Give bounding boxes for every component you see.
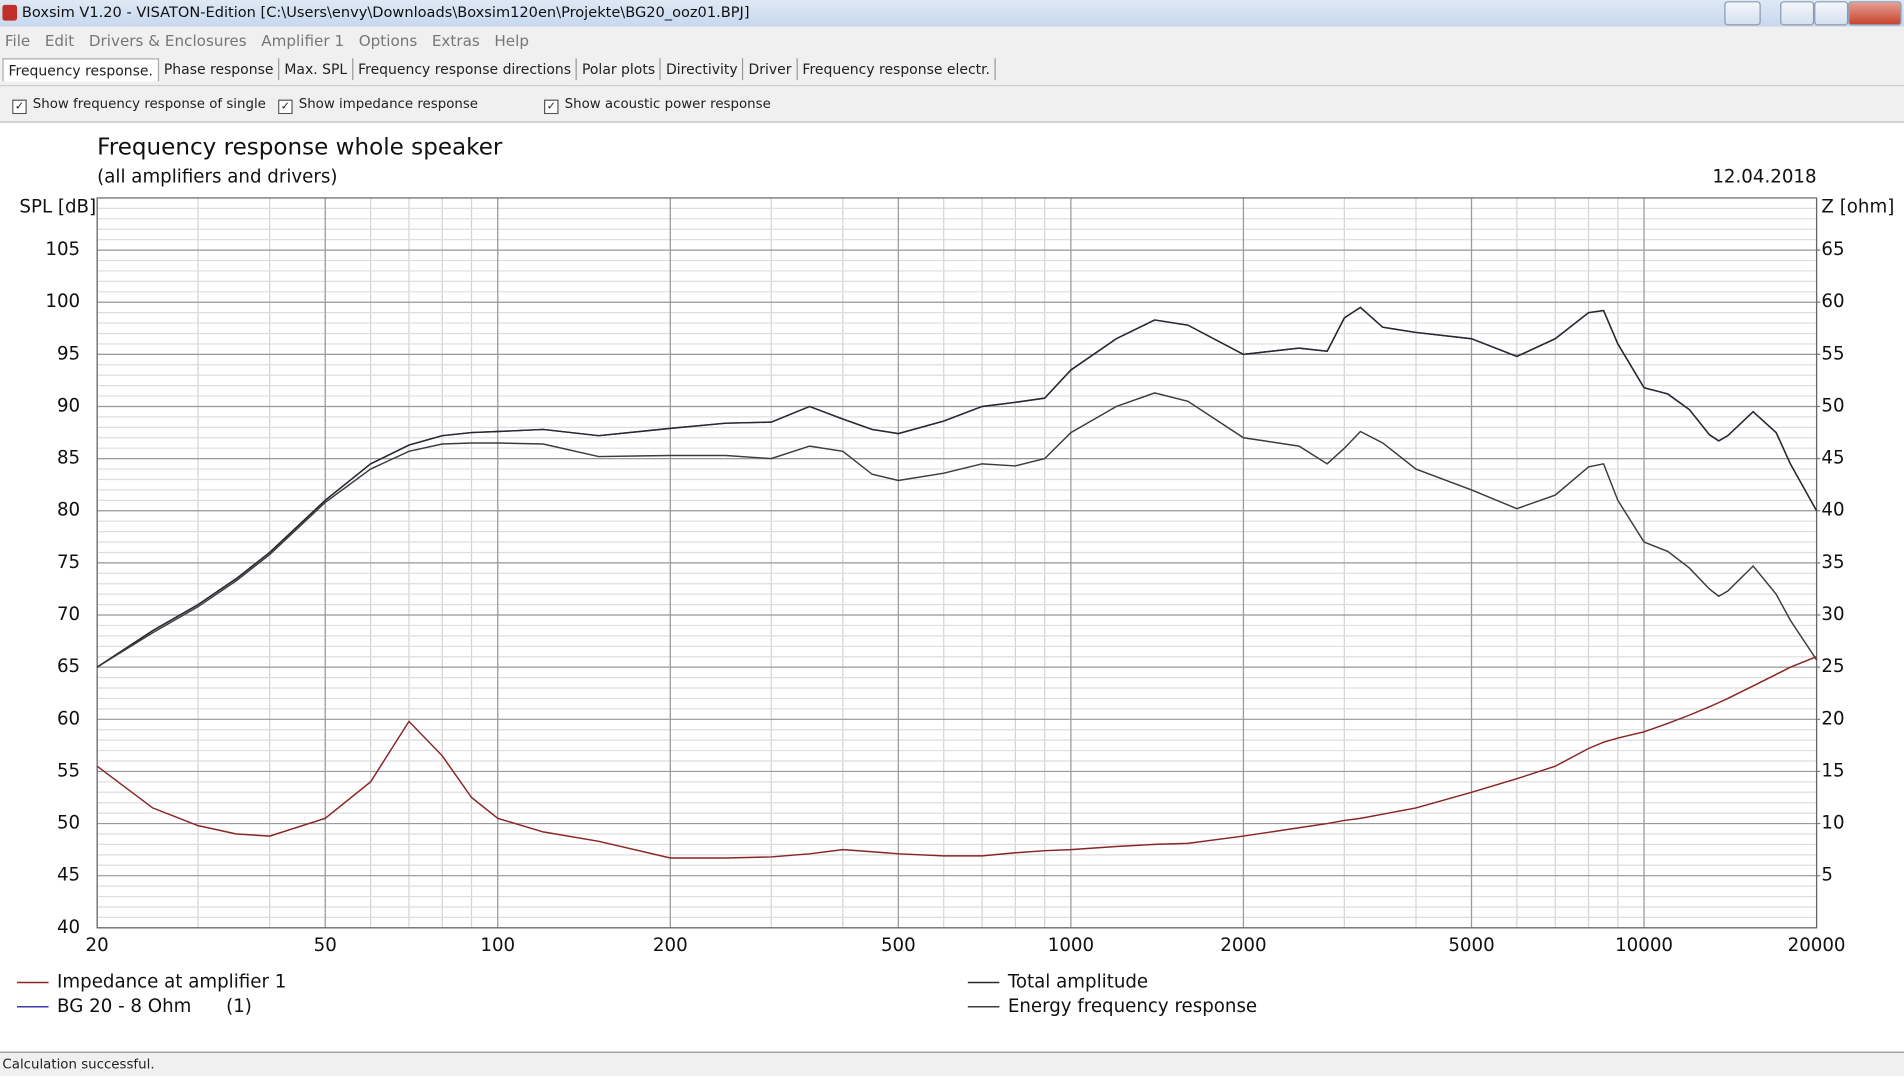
x-tick-label: 100 xyxy=(480,935,515,956)
y-tick-label: 85 xyxy=(57,448,80,469)
window-title: Boxsim V1.20 - VISATON-Edition [C:\Users… xyxy=(21,3,750,21)
y-tick-label: 80 xyxy=(57,500,80,521)
y-tick-label: 50 xyxy=(57,813,80,834)
legend-label: BG 20 - 8 Ohm (1) xyxy=(57,996,252,1017)
x-tick-label: 50 xyxy=(314,935,337,956)
menu-item[interactable]: Edit xyxy=(44,31,75,50)
tab[interactable]: Frequency response electr. xyxy=(798,58,997,81)
y-tick-label: 95 xyxy=(57,343,80,364)
checkbox-box[interactable]: ✓ xyxy=(12,99,27,115)
menu-item[interactable]: Amplifier 1 xyxy=(261,31,345,50)
y2-tick-label: 55 xyxy=(1821,343,1844,364)
app-icon xyxy=(2,4,18,21)
y-tick-label: 90 xyxy=(57,395,80,416)
legend-label: Energy frequency response xyxy=(1008,996,1257,1017)
chart-panel: Frequency response whole speaker (all amp… xyxy=(0,121,1904,1051)
y-tick-label: 60 xyxy=(57,708,80,729)
chart: Frequency response whole speaker (all amp… xyxy=(17,135,1894,1017)
legend-label: Total amplitude xyxy=(1007,971,1148,992)
y2-tick-label: 65 xyxy=(1821,239,1844,260)
y2-tick-label: 60 xyxy=(1821,291,1844,312)
series-line xyxy=(96,306,1818,668)
title-bar: Boxsim V1.20 - VISATON-Edition [C:\Users… xyxy=(0,0,1904,27)
menu-item[interactable]: Help xyxy=(494,31,529,50)
checkbox-label: Show acoustic power response xyxy=(564,95,771,112)
y-tick-label: 75 xyxy=(57,552,80,573)
y2-tick-label: 10 xyxy=(1821,813,1844,834)
checkbox-box[interactable]: ✓ xyxy=(544,99,559,115)
y2-tick-label: 50 xyxy=(1821,395,1844,416)
x-tick-label: 1000 xyxy=(1048,935,1094,956)
chart-subtitle: (all amplifiers and drivers) xyxy=(97,166,337,187)
menu-item[interactable]: Drivers & Enclosures xyxy=(88,31,247,50)
x-tick-label: 10000 xyxy=(1615,935,1673,956)
y-tick-label: 40 xyxy=(57,917,80,938)
tab[interactable]: Max. SPL xyxy=(280,58,354,81)
chart-title: Frequency response whole speaker xyxy=(97,135,503,161)
y2-tick-label: 5 xyxy=(1821,865,1833,886)
status-bar: Calculation successful. xyxy=(0,1051,1904,1076)
maximize-button[interactable] xyxy=(1814,1,1849,26)
options-bar: ✓ Show frequency response of single drive… xyxy=(0,85,1904,123)
series-line xyxy=(96,306,1818,668)
menu-item[interactable]: Options xyxy=(358,31,418,50)
y2-tick-label: 30 xyxy=(1821,604,1844,625)
y-tick-label: 65 xyxy=(57,656,80,677)
menu-bar: File Edit Drivers & Enclosures Amplifier 1 O… xyxy=(0,26,1904,55)
checkbox[interactable]: ✓ Show acoustic power response xyxy=(544,95,771,115)
plot-frame xyxy=(96,197,1818,929)
menu-item[interactable]: Extras xyxy=(431,31,480,50)
tab[interactable]: Frequency response directions xyxy=(353,58,578,81)
x-tick-label: 5000 xyxy=(1448,935,1494,956)
x-tick-label: 200 xyxy=(653,935,688,956)
y-tick-label: 70 xyxy=(57,604,80,625)
y2-axis-label: Z [ohm] xyxy=(1821,197,1894,218)
y-tick-label: 55 xyxy=(57,760,80,781)
x-tick-label: 20000 xyxy=(1788,935,1846,956)
series-line xyxy=(96,392,1818,668)
menu-item[interactable]: File xyxy=(4,31,31,50)
y-tick-label: 105 xyxy=(45,239,80,260)
tab[interactable]: Phase response xyxy=(159,58,280,81)
x-tick-label: 2000 xyxy=(1220,935,1266,956)
minimize-button[interactable] xyxy=(1780,1,1815,26)
tab[interactable]: Directivity xyxy=(661,58,744,81)
checkbox[interactable]: ✓ Show impedance response xyxy=(278,95,479,115)
back-button[interactable] xyxy=(1724,1,1761,26)
checkbox-label: Show impedance response xyxy=(298,95,479,112)
y2-tick-label: 15 xyxy=(1821,760,1844,781)
series-line xyxy=(96,656,1817,859)
checkbox-label: Show frequency response of single drive xyxy=(32,95,270,112)
legend-label: Impedance at amplifier 1 xyxy=(57,971,286,992)
tab[interactable]: Driver xyxy=(744,58,798,81)
chart-date: 12.04.2018 xyxy=(1712,166,1816,187)
y-axis-label: SPL [dB] xyxy=(19,197,96,218)
x-tick-label: 500 xyxy=(881,935,916,956)
y2-tick-label: 45 xyxy=(1821,448,1844,469)
y-tick-label: 45 xyxy=(57,865,80,886)
y-tick-label: 100 xyxy=(45,291,80,312)
tab[interactable]: Polar plots xyxy=(577,58,662,81)
tab[interactable]: Frequency response. xyxy=(2,57,160,81)
checkbox-box[interactable]: ✓ xyxy=(278,99,293,115)
y2-tick-label: 40 xyxy=(1821,500,1844,521)
tab-bar: Frequency response. Phase response Max. SP… xyxy=(0,55,1904,84)
checkbox[interactable]: ✓ Show frequency response of single drive xyxy=(12,95,270,115)
y2-tick-label: 25 xyxy=(1821,656,1844,677)
y2-tick-label: 20 xyxy=(1821,708,1844,729)
y2-tick-label: 35 xyxy=(1821,552,1844,573)
x-tick-label: 20 xyxy=(86,935,109,956)
close-button[interactable] xyxy=(1848,1,1902,26)
